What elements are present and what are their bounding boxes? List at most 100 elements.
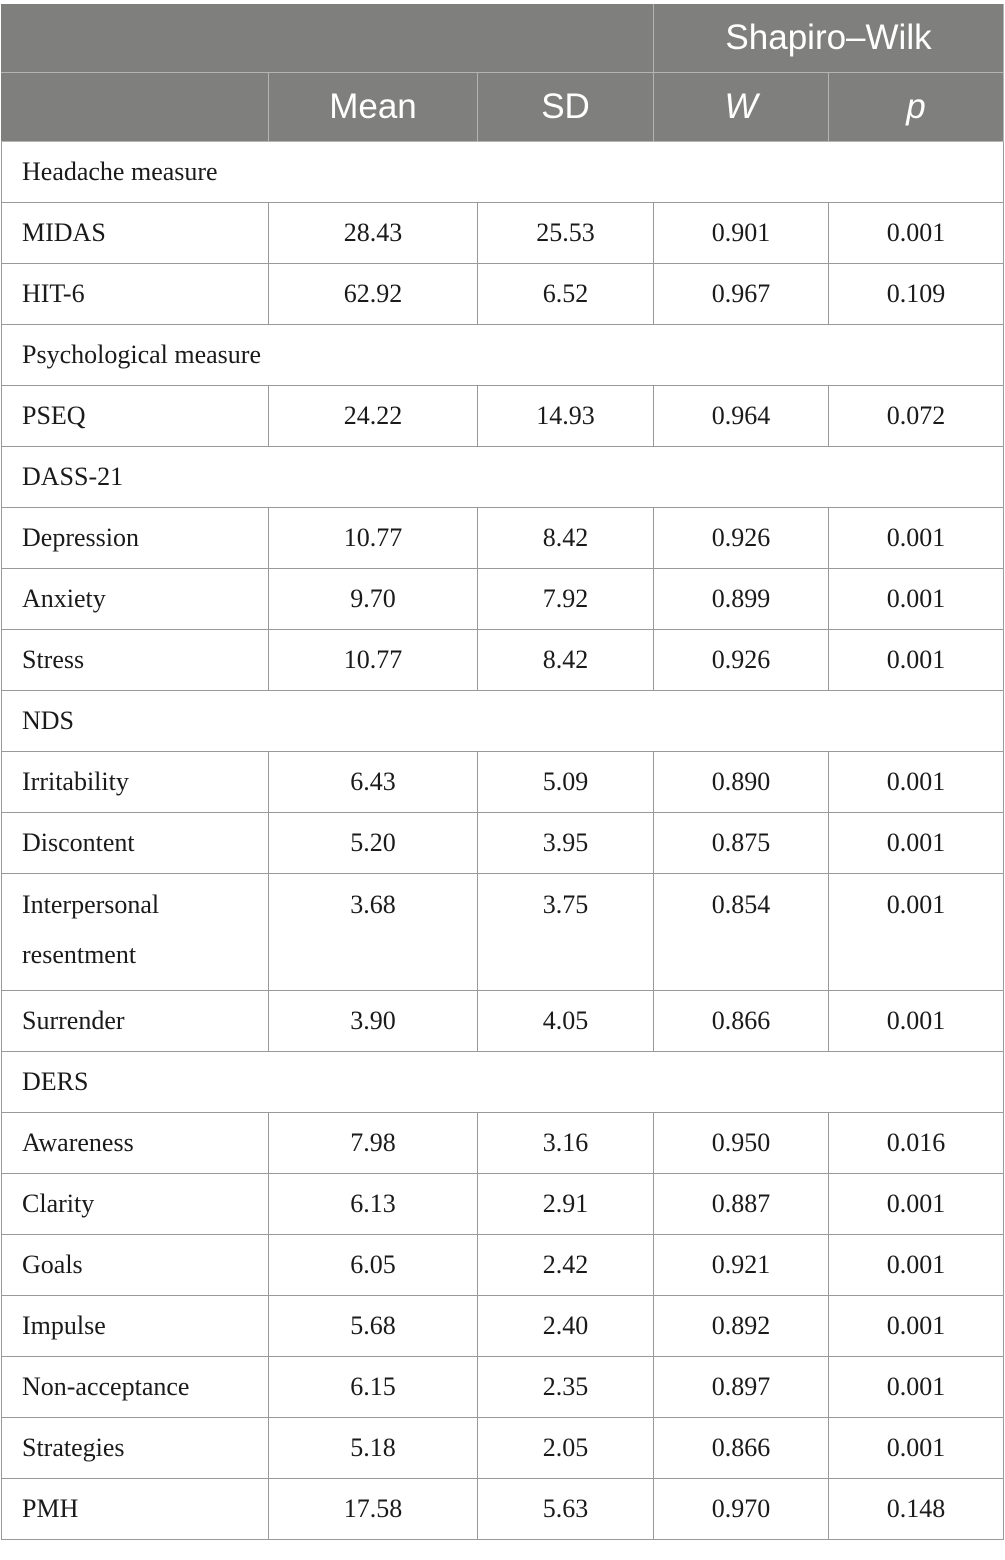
descriptive-statistics-table: Shapiro–Wilk Mean SD W p Headache measur… [0, 4, 1005, 1540]
table-row: PMH 17.58 5.63 0.970 0.148 [1, 1478, 1005, 1540]
header-group-shapiro-wilk: Shapiro–Wilk [653, 4, 1005, 73]
cell-w: 0.890 [653, 751, 830, 813]
cell-mean: 5.68 [268, 1295, 478, 1357]
cell-w: 0.892 [653, 1295, 830, 1357]
cell-mean: 3.68 [268, 873, 478, 991]
header-group-spacer [0, 4, 655, 73]
table-row: Impulse 5.68 2.40 0.892 0.001 [1, 1295, 1005, 1357]
cell-p: 0.001 [828, 1417, 1005, 1479]
cell-w: 0.967 [653, 263, 830, 325]
cell-sd: 6.52 [476, 263, 655, 325]
section-row: DASS-21 [0, 446, 1005, 508]
row-label: MIDAS [1, 202, 269, 264]
row-label: Awareness [1, 1112, 269, 1174]
cell-sd: 5.09 [476, 751, 655, 813]
cell-sd: 14.93 [476, 385, 655, 447]
section-label: Psychological measure [0, 324, 1005, 386]
cell-w: 0.899 [653, 568, 830, 630]
section-row: NDS [0, 690, 1005, 752]
section-row: Psychological measure [0, 324, 1005, 386]
cell-p: 0.001 [828, 990, 1005, 1052]
cell-sd: 2.35 [476, 1356, 655, 1418]
cell-mean: 28.43 [268, 202, 478, 264]
cell-sd: 2.40 [476, 1295, 655, 1357]
cell-w: 0.926 [653, 629, 830, 691]
cell-mean: 5.20 [268, 812, 478, 874]
cell-mean: 9.70 [268, 568, 478, 630]
table-row: MIDAS 28.43 25.53 0.901 0.001 [1, 202, 1005, 264]
cell-sd: 4.05 [476, 990, 655, 1052]
cell-w: 0.866 [653, 990, 830, 1052]
cell-mean: 6.15 [268, 1356, 478, 1418]
row-label: PSEQ [1, 385, 269, 447]
row-label: Surrender [1, 990, 269, 1052]
table-body: Headache measure MIDAS 28.43 25.53 0.901 0.00… [0, 141, 1005, 1540]
section-label: Headache measure [0, 141, 1005, 203]
header-col-w: W [653, 72, 830, 142]
row-label: PMH [1, 1478, 269, 1540]
cell-w: 0.887 [653, 1173, 830, 1235]
row-label: Irritability [1, 751, 269, 813]
section-label: DERS [0, 1051, 1005, 1113]
cell-sd: 8.42 [476, 507, 655, 569]
row-label: Depression [1, 507, 269, 569]
cell-sd: 3.75 [476, 873, 655, 991]
table-row: Goals 6.05 2.42 0.921 0.001 [1, 1234, 1005, 1296]
table-row: Discontent 5.20 3.95 0.875 0.001 [1, 812, 1005, 874]
cell-mean: 3.90 [268, 990, 478, 1052]
table-row: Stress 10.77 8.42 0.926 0.001 [1, 629, 1005, 691]
cell-mean: 10.77 [268, 507, 478, 569]
row-label: Stress [1, 629, 269, 691]
header-col-label [1, 72, 269, 142]
cell-mean: 17.58 [268, 1478, 478, 1540]
cell-p: 0.001 [828, 568, 1005, 630]
table-row: Awareness 7.98 3.16 0.950 0.016 [1, 1112, 1005, 1174]
cell-sd: 3.16 [476, 1112, 655, 1174]
header-col-sd: SD [476, 72, 655, 142]
section-label: NDS [0, 690, 1005, 752]
cell-p: 0.016 [828, 1112, 1005, 1174]
cell-p: 0.001 [828, 507, 1005, 569]
row-label: HIT-6 [1, 263, 269, 325]
cell-w: 0.964 [653, 385, 830, 447]
header-group-row: Shapiro–Wilk [0, 4, 1005, 73]
cell-sd: 3.95 [476, 812, 655, 874]
cell-w: 0.854 [653, 873, 830, 991]
row-label: Goals [1, 1234, 269, 1296]
cell-p: 0.001 [828, 1356, 1005, 1418]
cell-w: 0.950 [653, 1112, 830, 1174]
table-row: PSEQ 24.22 14.93 0.964 0.072 [1, 385, 1005, 447]
cell-mean: 6.13 [268, 1173, 478, 1235]
row-label: Interpersonal resentment [1, 873, 269, 991]
table-row: Irritability 6.43 5.09 0.890 0.001 [1, 751, 1005, 813]
cell-p: 0.109 [828, 263, 1005, 325]
cell-sd: 8.42 [476, 629, 655, 691]
section-label: DASS-21 [0, 446, 1005, 508]
cell-p: 0.001 [828, 1234, 1005, 1296]
cell-mean: 24.22 [268, 385, 478, 447]
cell-p: 0.001 [828, 1173, 1005, 1235]
cell-w: 0.875 [653, 812, 830, 874]
cell-w: 0.866 [653, 1417, 830, 1479]
header-col-p: p [828, 72, 1005, 142]
cell-sd: 7.92 [476, 568, 655, 630]
table-row: Surrender 3.90 4.05 0.866 0.001 [1, 990, 1005, 1052]
cell-p: 0.001 [828, 202, 1005, 264]
cell-w: 0.901 [653, 202, 830, 264]
cell-p: 0.001 [828, 873, 1005, 991]
row-label: Strategies [1, 1417, 269, 1479]
cell-mean: 5.18 [268, 1417, 478, 1479]
cell-w: 0.897 [653, 1356, 830, 1418]
row-label: Discontent [1, 812, 269, 874]
table-row: Non-acceptance 6.15 2.35 0.897 0.001 [1, 1356, 1005, 1418]
section-row: Headache measure [0, 141, 1005, 203]
row-label: Anxiety [1, 568, 269, 630]
header-col-mean: Mean [268, 72, 478, 142]
section-row: DERS [0, 1051, 1005, 1113]
cell-sd: 2.91 [476, 1173, 655, 1235]
cell-mean: 6.05 [268, 1234, 478, 1296]
header-column-row: Mean SD W p [1, 72, 1005, 142]
cell-w: 0.926 [653, 507, 830, 569]
cell-p: 0.001 [828, 1295, 1005, 1357]
cell-sd: 25.53 [476, 202, 655, 264]
